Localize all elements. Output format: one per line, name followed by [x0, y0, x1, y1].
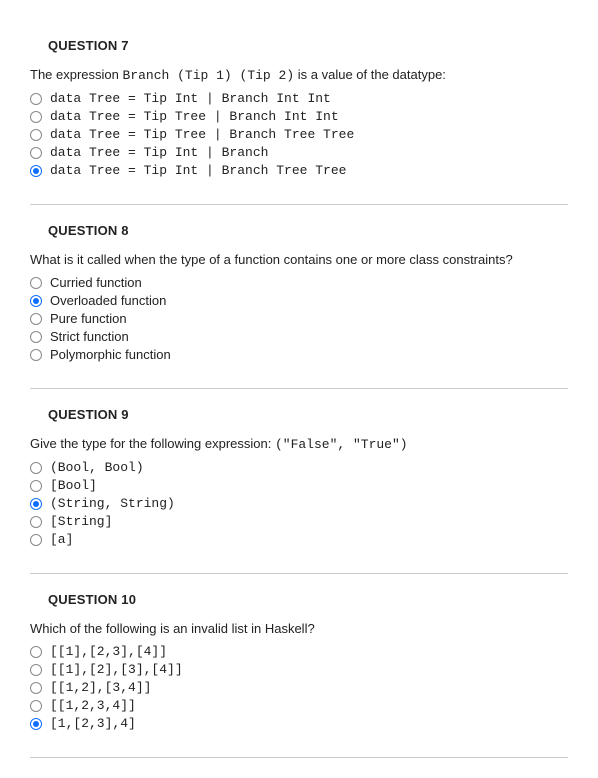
- radio-button[interactable]: [30, 718, 42, 730]
- section-divider: [30, 388, 568, 389]
- prompt-text-post: is a value of the datatype:: [294, 67, 446, 82]
- radio-button[interactable]: [30, 480, 42, 492]
- option-row[interactable]: Overloaded function: [30, 293, 568, 308]
- question-prompt: Which of the following is an invalid lis…: [30, 621, 568, 636]
- option-label: [String]: [50, 514, 112, 529]
- prompt-code: ("False", "True"): [275, 437, 408, 452]
- question-title: QUESTION 7: [48, 38, 568, 53]
- question-prompt: What is it called when the type of a fun…: [30, 252, 568, 267]
- radio-button[interactable]: [30, 165, 42, 177]
- option-row[interactable]: Strict function: [30, 329, 568, 344]
- option-row[interactable]: [[1],[2,3],[4]]: [30, 644, 568, 659]
- option-label: [Bool]: [50, 478, 97, 493]
- quiz-container: QUESTION 7 The expression Branch (Tip 1) …: [30, 38, 568, 758]
- option-label: [[1],[2,3],[4]]: [50, 644, 167, 659]
- option-label: data Tree = Tip Int | Branch Tree Tree: [50, 163, 346, 178]
- option-label: [[1],[2],[3],[4]]: [50, 662, 183, 677]
- radio-button[interactable]: [30, 295, 42, 307]
- radio-button[interactable]: [30, 277, 42, 289]
- option-label: data Tree = Tip Tree | Branch Tree Tree: [50, 127, 354, 142]
- question-block: QUESTION 9 Give the type for the followin…: [30, 407, 568, 547]
- radio-button[interactable]: [30, 534, 42, 546]
- question-title: QUESTION 8: [48, 223, 568, 238]
- option-label: data Tree = Tip Int | Branch Int Int: [50, 91, 331, 106]
- option-label: Polymorphic function: [50, 347, 171, 362]
- option-row[interactable]: data Tree = Tip Int | Branch Int Int: [30, 91, 568, 106]
- option-row[interactable]: [[1],[2],[3],[4]]: [30, 662, 568, 677]
- option-row[interactable]: (Bool, Bool): [30, 460, 568, 475]
- option-row[interactable]: (String, String): [30, 496, 568, 511]
- question-block: QUESTION 8 What is it called when the typ…: [30, 223, 568, 362]
- option-row[interactable]: [String]: [30, 514, 568, 529]
- section-divider: [30, 757, 568, 758]
- radio-button[interactable]: [30, 682, 42, 694]
- option-row[interactable]: [[1,2],[3,4]]: [30, 680, 568, 695]
- prompt-text-pre: Give the type for the following expressi…: [30, 436, 275, 451]
- option-label: (Bool, Bool): [50, 460, 144, 475]
- radio-button[interactable]: [30, 516, 42, 528]
- option-label: data Tree = Tip Tree | Branch Int Int: [50, 109, 339, 124]
- radio-button[interactable]: [30, 111, 42, 123]
- option-row[interactable]: Curried function: [30, 275, 568, 290]
- radio-button[interactable]: [30, 313, 42, 325]
- question-body: Which of the following is an invalid lis…: [30, 621, 568, 731]
- radio-button[interactable]: [30, 498, 42, 510]
- option-label: [[1,2],[3,4]]: [50, 680, 151, 695]
- question-title: QUESTION 10: [48, 592, 568, 607]
- option-row[interactable]: [1,[2,3],4]: [30, 716, 568, 731]
- radio-button[interactable]: [30, 147, 42, 159]
- radio-button[interactable]: [30, 93, 42, 105]
- option-label: [a]: [50, 532, 73, 547]
- option-row[interactable]: data Tree = Tip Tree | Branch Int Int: [30, 109, 568, 124]
- options-list: (Bool, Bool) [Bool] (String, String) [Strin…: [30, 460, 568, 547]
- radio-button[interactable]: [30, 331, 42, 343]
- option-label: Pure function: [50, 311, 127, 326]
- question-body: Give the type for the following expressi…: [30, 436, 568, 547]
- option-row[interactable]: [[1,2,3,4]]: [30, 698, 568, 713]
- section-divider: [30, 204, 568, 205]
- prompt-text-pre: Which of the following is an invalid lis…: [30, 621, 315, 636]
- radio-button[interactable]: [30, 129, 42, 141]
- option-row[interactable]: data Tree = Tip Int | Branch Tree Tree: [30, 163, 568, 178]
- option-label: [1,[2,3],4]: [50, 716, 136, 731]
- radio-button[interactable]: [30, 349, 42, 361]
- question-prompt: Give the type for the following expressi…: [30, 436, 568, 452]
- prompt-text-pre: What is it called when the type of a fun…: [30, 252, 513, 267]
- option-row[interactable]: [Bool]: [30, 478, 568, 493]
- option-label: Strict function: [50, 329, 129, 344]
- option-row[interactable]: Pure function: [30, 311, 568, 326]
- question-block: QUESTION 10 Which of the following is an …: [30, 592, 568, 731]
- options-list: Curried function Overloaded function Pure …: [30, 275, 568, 362]
- option-label: (String, String): [50, 496, 175, 511]
- option-label: Curried function: [50, 275, 142, 290]
- option-row[interactable]: data Tree = Tip Int | Branch: [30, 145, 568, 160]
- option-label: Overloaded function: [50, 293, 166, 308]
- option-row[interactable]: [a]: [30, 532, 568, 547]
- question-prompt: The expression Branch (Tip 1) (Tip 2) is…: [30, 67, 568, 83]
- option-label: [[1,2,3,4]]: [50, 698, 136, 713]
- options-list: [[1],[2,3],[4]] [[1],[2],[3],[4]] [[1,2],[…: [30, 644, 568, 731]
- prompt-text-pre: The expression: [30, 67, 123, 82]
- section-divider: [30, 573, 568, 574]
- radio-button[interactable]: [30, 664, 42, 676]
- prompt-code: Branch (Tip 1) (Tip 2): [123, 68, 295, 83]
- question-body: The expression Branch (Tip 1) (Tip 2) is…: [30, 67, 568, 178]
- option-row[interactable]: data Tree = Tip Tree | Branch Tree Tree: [30, 127, 568, 142]
- radio-button[interactable]: [30, 462, 42, 474]
- question-body: What is it called when the type of a fun…: [30, 252, 568, 362]
- option-label: data Tree = Tip Int | Branch: [50, 145, 268, 160]
- options-list: data Tree = Tip Int | Branch Int Int data…: [30, 91, 568, 178]
- question-block: QUESTION 7 The expression Branch (Tip 1) …: [30, 38, 568, 178]
- option-row[interactable]: Polymorphic function: [30, 347, 568, 362]
- radio-button[interactable]: [30, 646, 42, 658]
- question-title: QUESTION 9: [48, 407, 568, 422]
- radio-button[interactable]: [30, 700, 42, 712]
